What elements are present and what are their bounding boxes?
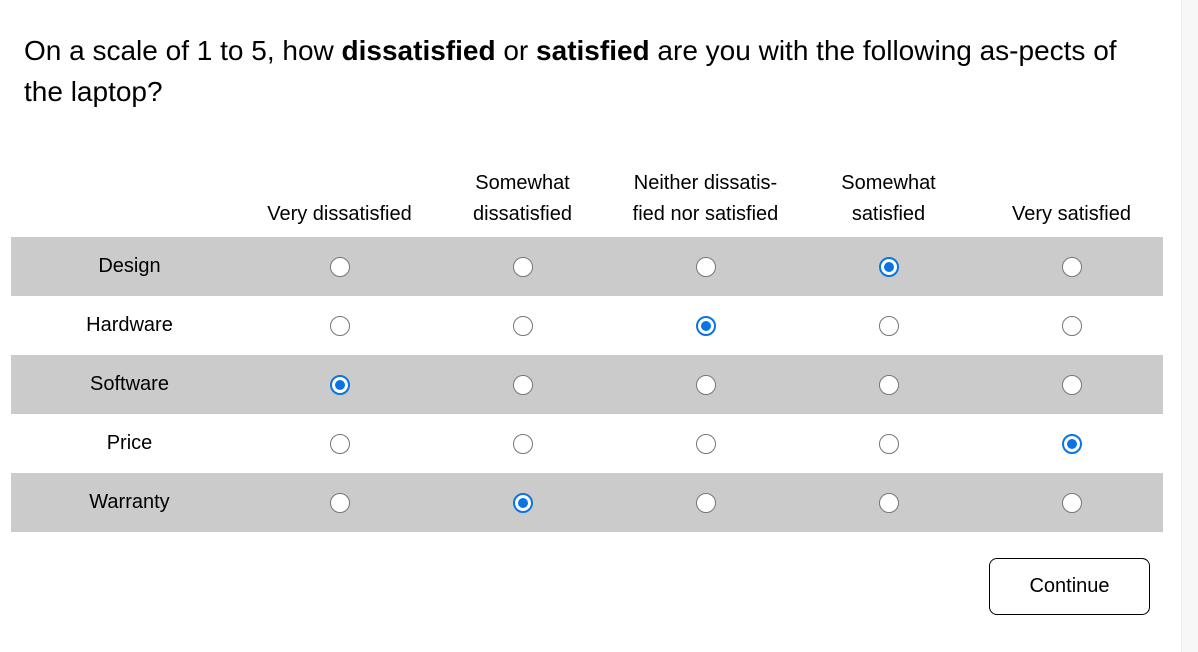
radio-hardware-very-satisfied[interactable] xyxy=(1061,315,1082,336)
column-header-somewhat-dissatisfied: Somewhat dissatisfied xyxy=(431,168,614,237)
column-header-somewhat-satisfied: Somewhat satisfied xyxy=(797,168,980,237)
likert-matrix: Very dissatisfied Somewhat dissatisfied … xyxy=(11,160,1163,532)
row-label: Price xyxy=(106,432,153,454)
radio-design-somewhat-satisfied[interactable] xyxy=(878,256,899,277)
radio-software-very-dissatisfied[interactable] xyxy=(329,374,350,395)
radio-software-somewhat-dissatisfied[interactable] xyxy=(512,374,533,395)
row-label: Warranty xyxy=(89,491,170,513)
column-header-line: fied nor satisfied xyxy=(632,203,779,225)
radio-software-neither[interactable] xyxy=(695,374,716,395)
radio-warranty-very-satisfied[interactable] xyxy=(1061,492,1082,513)
radio-hardware-somewhat-satisfied[interactable] xyxy=(878,315,899,336)
column-header-line: dissatisfied xyxy=(473,203,572,225)
radio-warranty-somewhat-dissatisfied[interactable] xyxy=(512,492,533,513)
radio-warranty-very-dissatisfied[interactable] xyxy=(329,492,350,513)
radio-hardware-very-dissatisfied[interactable] xyxy=(329,315,350,336)
matrix-row-design: Design xyxy=(11,237,1163,296)
radio-design-very-dissatisfied[interactable] xyxy=(329,256,350,277)
radio-software-somewhat-satisfied[interactable] xyxy=(878,374,899,395)
matrix-row-price: Price xyxy=(11,414,1163,473)
column-header-line: Neither dissatis- xyxy=(633,172,778,194)
row-label: Software xyxy=(90,373,169,395)
radio-warranty-somewhat-satisfied[interactable] xyxy=(878,492,899,513)
radio-warranty-neither[interactable] xyxy=(695,492,716,513)
matrix-row-hardware: Hardware xyxy=(11,296,1163,355)
row-label: Hardware xyxy=(86,314,173,336)
column-header-line: Very satisfied xyxy=(1012,203,1131,225)
radio-design-very-satisfied[interactable] xyxy=(1061,256,1082,277)
radio-price-somewhat-dissatisfied[interactable] xyxy=(512,433,533,454)
matrix-row-software: Software xyxy=(11,355,1163,414)
continue-button[interactable]: Continue xyxy=(989,558,1150,615)
column-header-neither: Neither dissatis- fied nor satisfied xyxy=(614,168,797,237)
radio-price-somewhat-satisfied[interactable] xyxy=(878,433,899,454)
column-header-line: Somewhat xyxy=(841,172,936,194)
column-header-very-dissatisfied: Very dissatisfied xyxy=(248,199,431,237)
vertical-scrollbar[interactable] xyxy=(1181,0,1198,652)
row-label: Design xyxy=(98,255,161,277)
radio-price-very-satisfied[interactable] xyxy=(1061,433,1082,454)
question-part-1: On a scale of 1 to 5, how xyxy=(24,35,342,66)
matrix-row-warranty: Warranty xyxy=(11,473,1163,532)
scale-header-row: Very dissatisfied Somewhat dissatisfied … xyxy=(11,160,1163,237)
radio-software-very-satisfied[interactable] xyxy=(1061,374,1082,395)
column-header-line: satisfied xyxy=(851,203,926,225)
question-part-3: are you with the following as-pects of t… xyxy=(24,35,1117,107)
question-bold-satisfied: satisfied xyxy=(536,35,650,66)
column-header-line: Very dissatisfied xyxy=(267,203,412,225)
radio-design-somewhat-dissatisfied[interactable] xyxy=(512,256,533,277)
question-text: On a scale of 1 to 5, how dissatisfied o… xyxy=(24,30,1144,112)
column-header-very-satisfied: Very satisfied xyxy=(980,199,1163,237)
question-part-2: or xyxy=(495,35,537,66)
radio-price-neither[interactable] xyxy=(695,433,716,454)
question-bold-dissatisfied: dissatisfied xyxy=(341,35,496,66)
radio-design-neither[interactable] xyxy=(695,256,716,277)
column-header-line: Somewhat xyxy=(475,172,570,194)
radio-price-very-dissatisfied[interactable] xyxy=(329,433,350,454)
radio-hardware-neither[interactable] xyxy=(695,315,716,336)
radio-hardware-somewhat-dissatisfied[interactable] xyxy=(512,315,533,336)
